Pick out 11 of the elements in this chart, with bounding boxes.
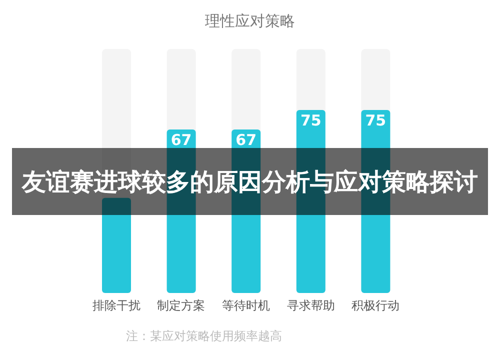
text: 注：某应对策略使用频率越高 <box>126 328 282 345</box>
data-label: 67 <box>170 131 192 150</box>
x-tick-label: 等待时机 <box>222 298 270 313</box>
data-label: 75 <box>300 112 322 130</box>
x-tick-label: 排除干扰 <box>92 298 140 313</box>
x-tick-label: 积极行动 <box>352 298 400 313</box>
chart-title: 理性应对策略 <box>204 12 296 31</box>
x-tick-label: 制定方案 <box>157 298 206 313</box>
x-tick-label: 寻求帮助 <box>286 298 335 313</box>
data-label: 67 <box>236 131 257 150</box>
data-label: 75 <box>365 112 386 130</box>
